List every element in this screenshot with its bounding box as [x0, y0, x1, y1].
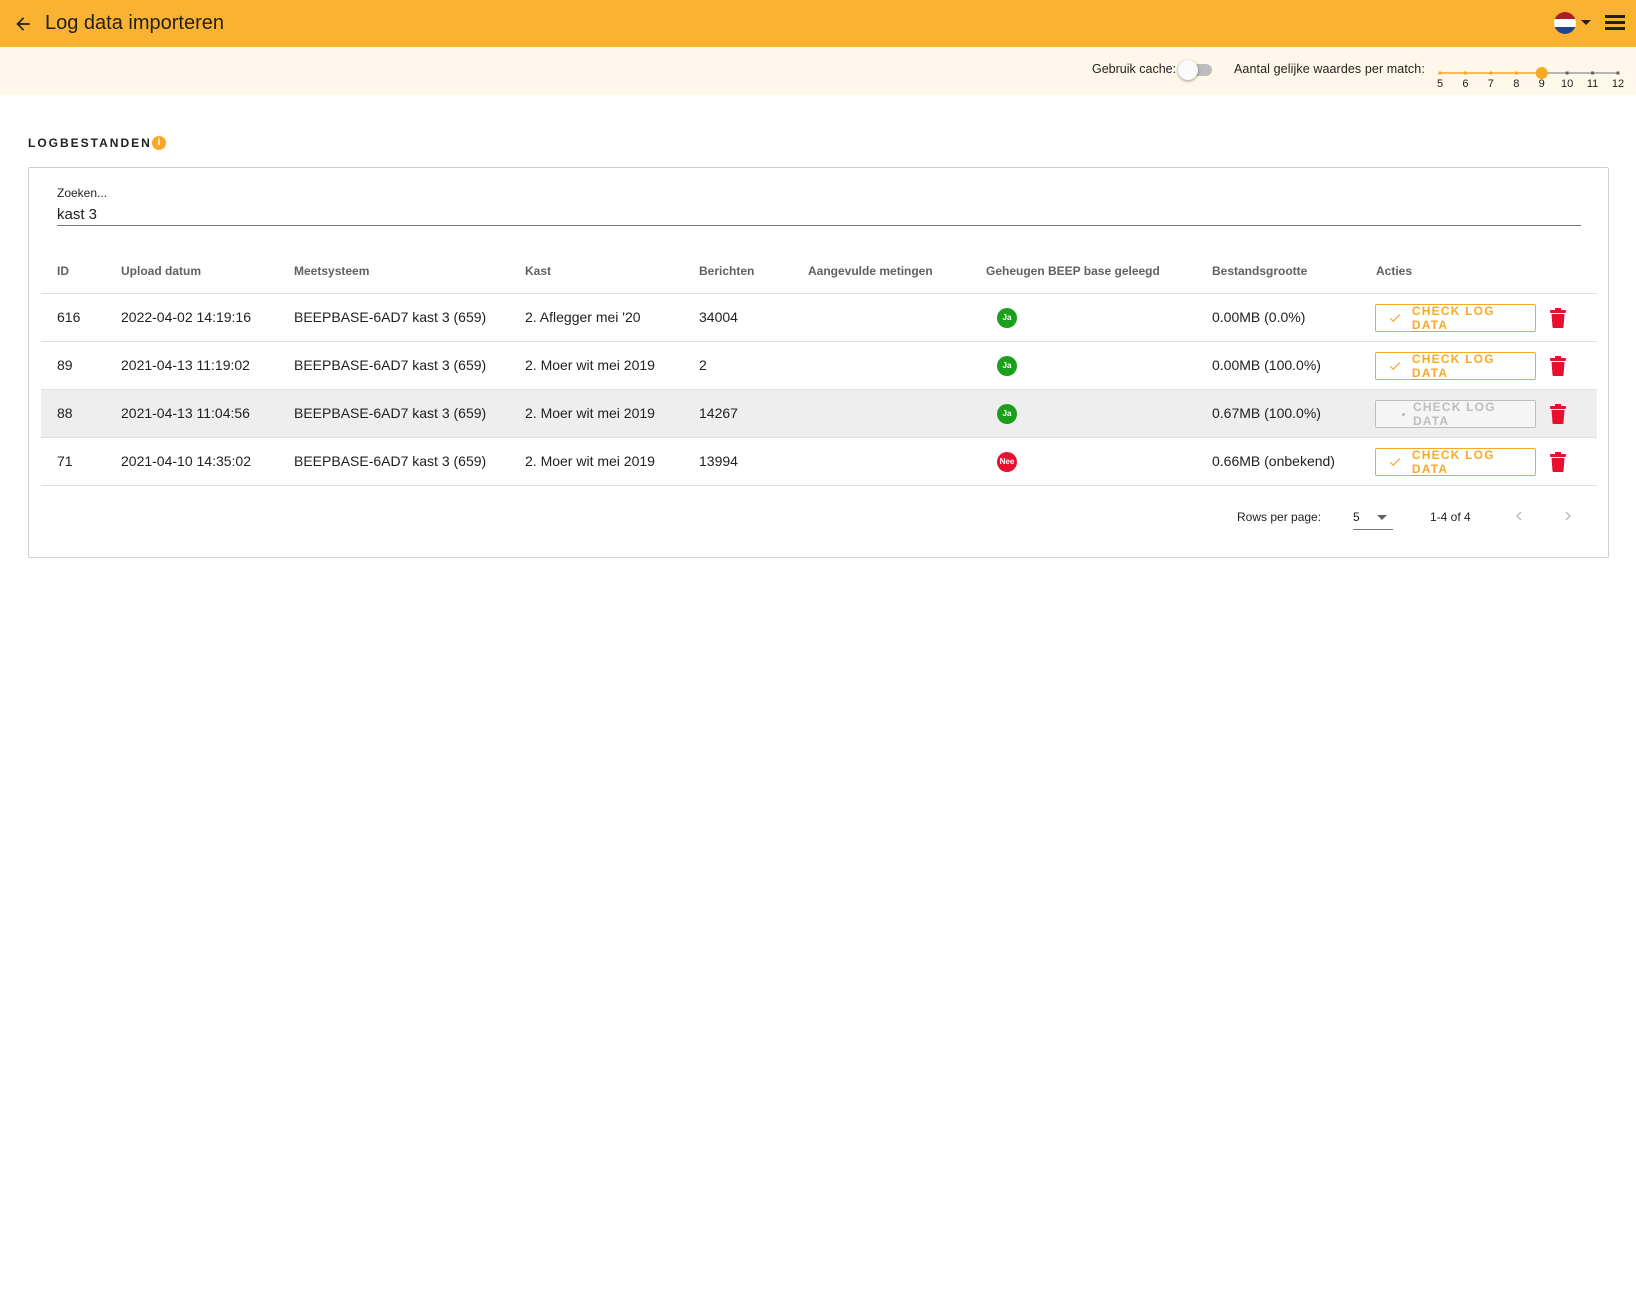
cell-id: 88: [57, 405, 73, 421]
match-slider-label: Aantal gelijke waardes per match:: [1234, 62, 1425, 76]
cache-toggle[interactable]: [1178, 60, 1214, 80]
slider-tick-label: 12: [1611, 78, 1625, 90]
cell-hive: 2. Moer wit mei 2019: [525, 405, 655, 421]
arrow-left-icon: [16, 17, 30, 31]
check-log-data-button[interactable]: CHECK LOG DATA: [1375, 400, 1536, 428]
cell-id: 89: [57, 357, 73, 373]
logfiles-card: Zoeken... ID Upload datum Meetsysteem Ka…: [28, 167, 1609, 558]
info-icon[interactable]: i: [152, 136, 166, 150]
chevron-left-icon: [1516, 511, 1522, 521]
cell-file-size: 0.67MB (100.0%): [1212, 405, 1321, 421]
slider-tick: [1616, 71, 1620, 75]
slider-tick-label: 11: [1586, 78, 1599, 90]
back-button[interactable]: [10, 11, 36, 37]
cell-messages: 13994: [699, 453, 738, 469]
cell-upload-date: 2021-04-10 14:35:02: [121, 453, 251, 469]
header-upload-date[interactable]: Upload datum: [121, 264, 201, 278]
yes-badge: Ja: [997, 308, 1017, 328]
section-title: LOGBESTANDEN: [28, 136, 152, 150]
pagination-range: 1-4 of 4: [1430, 510, 1471, 524]
yes-badge: Ja: [997, 356, 1017, 376]
loading-icon: [1402, 412, 1405, 416]
cell-measurement-system: BEEPBASE-6AD7 kast 3 (659): [294, 405, 487, 421]
slider-tick: [1489, 71, 1493, 75]
rows-per-page-label: Rows per page:: [1237, 510, 1322, 524]
delete-icon[interactable]: [1550, 404, 1566, 424]
settings-toolbar: [0, 47, 1636, 95]
page-title: Log data importeren: [45, 12, 225, 34]
check-log-data-button[interactable]: CHECK LOG DATA: [1375, 448, 1536, 476]
cell-upload-date: 2021-04-13 11:19:02: [121, 357, 250, 373]
table-header: ID Upload datum Meetsysteem Kast Bericht…: [41, 248, 1597, 294]
cell-messages: 2: [699, 357, 707, 373]
rows-per-page-select[interactable]: 5: [1353, 502, 1393, 530]
next-page-button[interactable]: [1554, 502, 1582, 530]
chevron-down-icon: [1377, 515, 1387, 520]
delete-icon[interactable]: [1550, 308, 1566, 328]
slider-tick-label: 6: [1462, 78, 1469, 90]
table-row[interactable]: 616 2022-04-02 14:19:16 BEEPBASE-6AD7 kast…: [41, 294, 1597, 342]
cell-hive: 2. Aflegger mei '20: [525, 309, 641, 325]
cell-measurement-system: BEEPBASE-6AD7 kast 3 (659): [294, 309, 487, 325]
previous-page-button[interactable]: [1505, 502, 1533, 530]
cell-hive: 2. Moer wit mei 2019: [525, 357, 655, 373]
table-row[interactable]: 89 2021-04-13 11:19:02 BEEPBASE-6AD7 kast …: [41, 342, 1597, 390]
table-row[interactable]: 88 2021-04-13 11:04:56 BEEPBASE-6AD7 kast …: [41, 390, 1597, 438]
cell-upload-date: 2022-04-02 14:19:16: [121, 309, 251, 325]
delete-icon[interactable]: [1550, 452, 1566, 472]
cache-label: Gebruik cache:: [1092, 62, 1177, 76]
app-bar: Log data importeren: [0, 0, 1636, 47]
slider-tick: [1514, 71, 1518, 75]
check-log-data-button[interactable]: CHECK LOG DATA: [1375, 352, 1536, 380]
header-messages[interactable]: Berichten: [699, 264, 755, 278]
table-row[interactable]: 71 2021-04-10 14:35:02 BEEPBASE-6AD7 kast …: [41, 438, 1597, 486]
delete-icon[interactable]: [1550, 356, 1566, 376]
slider-tick: [1565, 71, 1569, 75]
cell-measurement-system: BEEPBASE-6AD7 kast 3 (659): [294, 453, 487, 469]
header-file-size[interactable]: Bestandsgrootte: [1212, 264, 1308, 278]
slider-tick-label: 9: [1538, 78, 1545, 90]
header-id[interactable]: ID: [57, 264, 69, 278]
no-badge: Nee: [997, 452, 1017, 472]
slider-tick: [1591, 71, 1595, 75]
search-input[interactable]: [57, 204, 1581, 226]
slider-tick: [1463, 71, 1467, 75]
cell-file-size: 0.00MB (0.0%): [1212, 309, 1306, 325]
cell-messages: 34004: [699, 309, 738, 325]
hamburger-menu-icon[interactable]: [1605, 15, 1625, 31]
cell-messages: 14267: [699, 405, 738, 421]
header-actions: Acties: [1376, 264, 1413, 278]
cell-id: 71: [57, 453, 73, 469]
check-log-data-button[interactable]: CHECK LOG DATA: [1375, 304, 1536, 332]
header-memory-cleared[interactable]: Geheugen BEEP base geleegd: [986, 264, 1160, 278]
chevron-right-icon: [1565, 511, 1571, 521]
header-hive[interactable]: Kast: [525, 264, 552, 278]
slider-tick-label: 5: [1436, 78, 1444, 90]
check-icon: [1387, 358, 1403, 374]
slider-thumb: [1535, 67, 1548, 79]
cell-measurement-system: BEEPBASE-6AD7 kast 3 (659): [294, 357, 487, 373]
cell-file-size: 0.00MB (100.0%): [1212, 357, 1321, 373]
header-filled-measurements[interactable]: Aangevulde metingen: [808, 264, 933, 278]
cell-id: 616: [57, 309, 81, 325]
header-measurement-system[interactable]: Meetsysteem: [294, 264, 370, 278]
cell-upload-date: 2021-04-13 11:04:56: [121, 405, 250, 421]
slider-tick: [1438, 71, 1442, 75]
cell-file-size: 0.66MB (onbekend): [1212, 453, 1335, 469]
match-slider[interactable]: [1436, 66, 1622, 80]
netherlands-flag-icon[interactable]: [1554, 12, 1576, 34]
slider-tick-label: 7: [1487, 78, 1494, 90]
slider-tick-label: 8: [1513, 78, 1520, 90]
check-icon: [1387, 454, 1403, 470]
yes-badge: Ja: [997, 404, 1017, 424]
language-dropdown-icon[interactable]: [1581, 20, 1591, 25]
cell-hive: 2. Moer wit mei 2019: [525, 453, 655, 469]
search-label: Zoeken...: [57, 186, 108, 200]
slider-tick-label: 10: [1561, 78, 1574, 90]
check-icon: [1387, 310, 1403, 326]
